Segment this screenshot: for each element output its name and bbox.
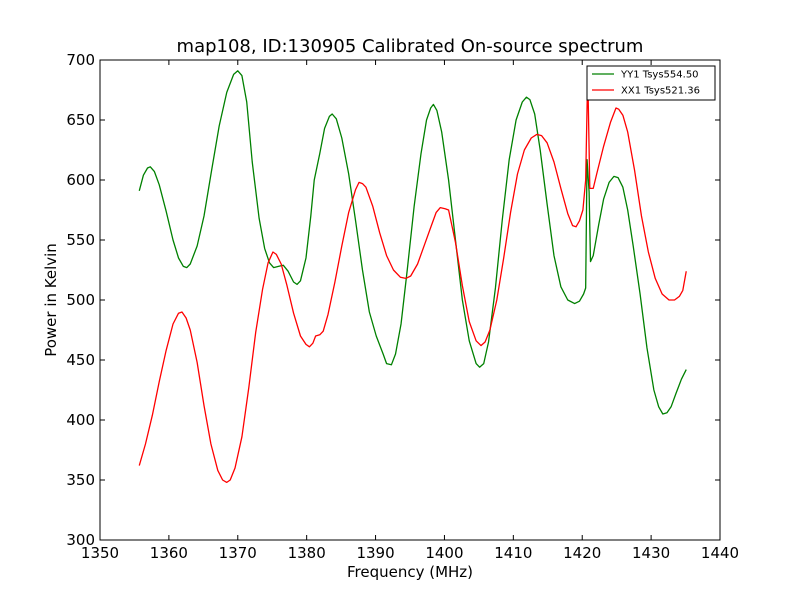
plot-area	[99, 59, 721, 541]
x-tick-label: 1350	[81, 544, 119, 562]
x-tick-label: 1370	[219, 544, 257, 562]
plot-background	[100, 60, 720, 540]
y-tick-label: 350	[66, 471, 95, 489]
y-axis-label: Power in Kelvin	[42, 243, 60, 357]
y-tick-label: 700	[66, 51, 95, 69]
series-line-xx1	[138, 71, 687, 484]
series-layer	[138, 70, 687, 484]
y-tick-label: 500	[66, 291, 95, 309]
legend: YY1 Tsys554.50 XX1 Tsys521.36	[586, 65, 716, 101]
chart-title: map108, ID:130905 Calibrated On-source s…	[177, 36, 644, 57]
x-tick-label: 1400	[425, 544, 463, 562]
x-axis-label: Frequency (MHz)	[347, 563, 473, 581]
x-tick-label: 1410	[494, 544, 532, 562]
legend-label-xx1: XX1 Tsys521.36	[621, 86, 700, 97]
y-tick-label: 550	[66, 231, 95, 249]
y-tick-label: 400	[66, 411, 95, 429]
x-tick-label: 1360	[150, 544, 188, 562]
series-line-yy1	[138, 70, 687, 415]
y-axis: 300 350 400 450 500 550 600 650 700	[66, 51, 720, 549]
y-tick-label: 650	[66, 111, 95, 129]
x-tick-label: 1440	[701, 544, 739, 562]
x-tick-label: 1420	[563, 544, 601, 562]
legend-box	[586, 65, 716, 101]
y-tick-label: 450	[66, 351, 95, 369]
x-tick-label: 1390	[356, 544, 394, 562]
y-tick-label: 600	[66, 171, 95, 189]
x-tick-label: 1380	[288, 544, 326, 562]
legend-label-yy1: YY1 Tsys554.50	[620, 70, 699, 81]
x-axis: 1350 1360 1370 1380 1390 1400 1410 1420 1430 1440	[81, 60, 739, 562]
y-tick-label: 300	[66, 531, 95, 549]
x-tick-label: 1430	[632, 544, 670, 562]
